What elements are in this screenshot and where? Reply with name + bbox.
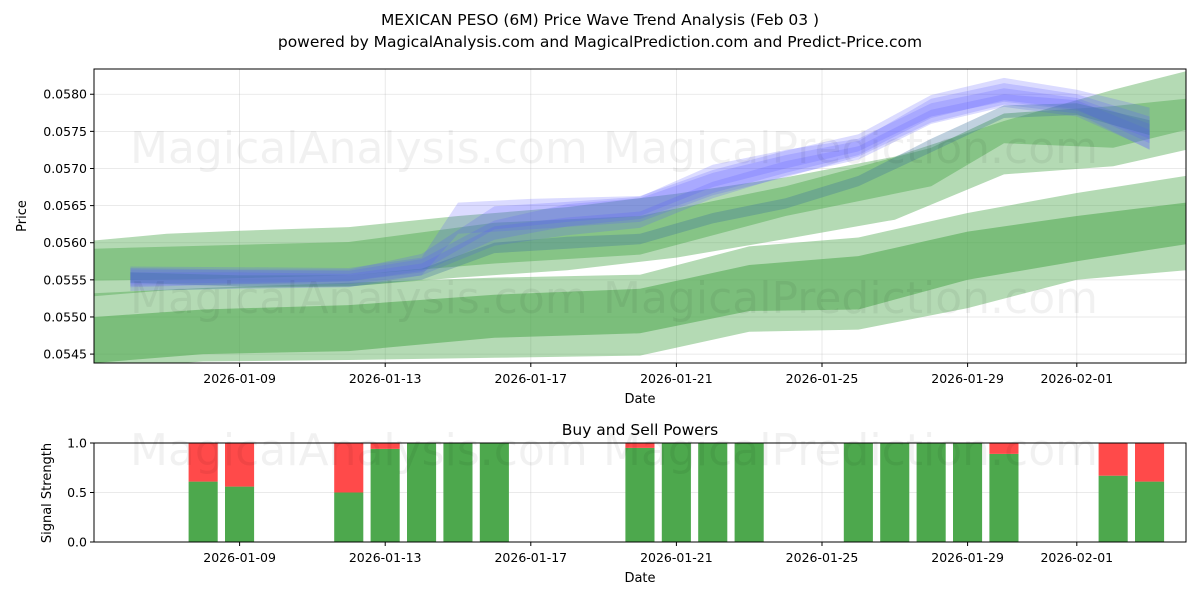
price-x-tick-label: 2026-01-09 (203, 371, 276, 386)
signal-y-ticks: 0.0 0.5 1.0 (67, 436, 94, 550)
watermark-text: MagicalAnalysis.com (130, 123, 588, 174)
signal-panel: Buy and Sell Powers MagicalAnalysis.com M… (40, 421, 1187, 586)
price-wave-bands (94, 71, 1186, 363)
price-watermarks: MagicalAnalysis.com MagicalPrediction.com… (130, 123, 1098, 324)
sell-power-bar (188, 443, 218, 482)
signal-x-tick-label: 2026-01-13 (349, 550, 422, 565)
blue-wave-band-blue-1 (130, 77, 1150, 292)
buy-power-bar (843, 443, 873, 542)
price-y-tick-label: 0.0560 (43, 235, 87, 250)
signal-x-tick-label: 2026-01-17 (494, 550, 567, 565)
price-x-tick-label: 2026-01-13 (349, 371, 422, 386)
price-y-tick-label: 0.0555 (43, 272, 87, 287)
buy-power-bar (1098, 475, 1128, 542)
price-y-ticks: 0.0545 0.0550 0.0555 0.0560 0.0565 0.0570 0.05… (43, 87, 94, 362)
buy-power-bar (334, 492, 364, 542)
green-wave-band-upper-wide (94, 71, 1186, 297)
buy-power-bar (698, 443, 728, 542)
sell-power-bar (1135, 443, 1165, 482)
sell-power-bar (625, 443, 655, 448)
chart-title-line2: powered by MagicalAnalysis.com and Magic… (278, 33, 922, 51)
buy-power-bar (225, 486, 255, 542)
signal-y-tick-label: 0.0 (67, 535, 87, 550)
price-x-tick-label: 2026-01-25 (786, 371, 859, 386)
chart-title-line1: MEXICAN PESO (6M) Price Wave Trend Analy… (381, 11, 819, 29)
signal-y-tick-label: 1.0 (67, 436, 87, 451)
price-y-tick-label: 0.0570 (43, 161, 87, 176)
price-y-tick-label: 0.0550 (43, 309, 87, 324)
price-x-tick-label: 2026-01-21 (640, 371, 713, 386)
price-gridlines (94, 69, 1186, 363)
buy-power-bar (1135, 481, 1165, 542)
sell-power-bar (225, 443, 255, 487)
sell-power-bar (989, 443, 1019, 454)
price-plot-frame (93, 68, 1187, 364)
buy-power-bar (479, 443, 509, 542)
price-y-axis-label: Price (15, 200, 30, 232)
green-wave-band-upper-mid (94, 98, 1186, 281)
buy-power-bar (443, 443, 473, 542)
buy-power-bar (734, 443, 764, 542)
signal-x-axis-label: Date (624, 571, 655, 586)
sell-power-bar (370, 443, 400, 449)
signal-x-tick-label: 2026-01-09 (203, 550, 276, 565)
green-wave-band-lower-core (94, 202, 1186, 363)
price-y-tick-label: 0.0575 (43, 124, 87, 139)
signal-x-tick-label: 2026-01-21 (640, 550, 713, 565)
watermark-text: MagicalPrediction.com (603, 425, 1098, 476)
price-x-tick-label: 2026-01-29 (931, 371, 1004, 386)
price-x-ticks: 2026-01-09 2026-01-13 2026-01-17 2026-01-21… (203, 363, 1113, 386)
signal-x-tick-label: 2026-01-25 (786, 550, 859, 565)
signal-y-axis-label: Signal Strength (40, 443, 55, 543)
buy-power-bar (989, 453, 1019, 542)
buy-power-bar (407, 443, 437, 542)
buy-power-bar (370, 448, 400, 542)
price-x-axis-label: Date (624, 392, 655, 407)
price-x-tick-label: 2026-02-01 (1040, 371, 1113, 386)
watermark-text: MagicalPrediction.com (603, 273, 1098, 324)
price-y-tick-label: 0.0580 (43, 87, 87, 102)
watermark-text: MagicalAnalysis.com (130, 273, 588, 324)
price-x-tick-label: 2026-01-17 (494, 371, 567, 386)
watermark-text: MagicalAnalysis.com (130, 425, 588, 476)
price-y-tick-label: 0.0565 (43, 198, 87, 213)
blue-wave-band-blue-2 (130, 83, 1150, 288)
signal-bars (188, 443, 1165, 542)
sell-power-bar (1098, 443, 1128, 476)
sell-power-bar (334, 443, 364, 493)
price-y-tick-label: 0.0545 (43, 347, 87, 362)
signal-panel-title: Buy and Sell Powers (562, 421, 719, 439)
buy-power-bar (880, 443, 910, 542)
price-panel: MagicalAnalysis.com MagicalPrediction.com… (15, 68, 1187, 407)
buy-power-bar (916, 443, 946, 542)
buy-power-bar (661, 443, 691, 542)
signal-x-tick-label: 2026-02-01 (1040, 550, 1113, 565)
signal-x-ticks: 2026-01-09 2026-01-13 2026-01-17 2026-01-21… (203, 542, 1113, 565)
signal-watermarks: MagicalAnalysis.com MagicalPrediction.com (130, 425, 1098, 476)
buy-power-bar (953, 443, 983, 542)
buy-power-bar (625, 447, 655, 542)
signal-y-tick-label: 0.5 (67, 485, 87, 500)
signal-x-tick-label: 2026-01-29 (931, 550, 1004, 565)
watermark-text: MagicalPrediction.com (603, 123, 1098, 174)
buy-power-bar (188, 481, 218, 542)
